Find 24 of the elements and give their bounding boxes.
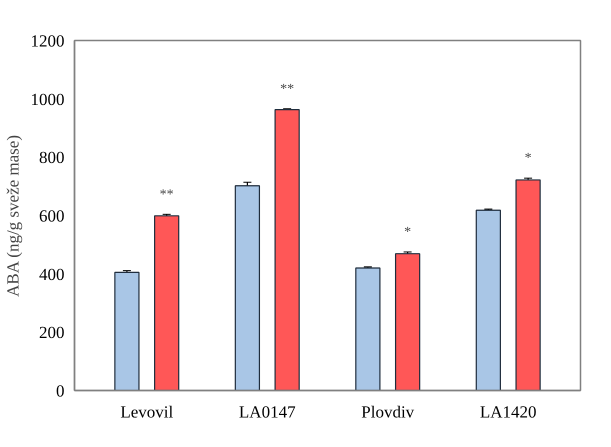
- x-tick-label: LA0147: [238, 402, 296, 422]
- y-tick-label: 1200: [30, 32, 64, 50]
- annotation: *: [524, 151, 532, 166]
- annotation: **: [160, 187, 174, 202]
- y-tick-label: 200: [39, 323, 64, 342]
- bar: [476, 210, 501, 390]
- y-tick-label: 400: [39, 264, 64, 284]
- y-axis-title: ABA (ng/g sveže mase): [4, 134, 22, 297]
- x-tick-label: LA1420: [480, 402, 537, 422]
- x-tick-label: Plovdiv: [361, 402, 415, 422]
- bar: [234, 185, 260, 390]
- y-tick-label: 1000: [30, 90, 64, 109]
- annotation: **: [280, 82, 294, 97]
- y-tick-label: 0: [56, 382, 64, 400]
- x-tick-label: Levovil: [120, 402, 174, 422]
- bar: [114, 272, 140, 390]
- bar: [355, 267, 381, 390]
- bar: [274, 109, 300, 390]
- bar: [154, 215, 180, 390]
- bar: [515, 179, 541, 390]
- y-tick-label: 600: [39, 206, 64, 226]
- annotation: *: [404, 224, 412, 240]
- y-tick-label: 800: [39, 148, 64, 168]
- bar: [394, 253, 420, 390]
